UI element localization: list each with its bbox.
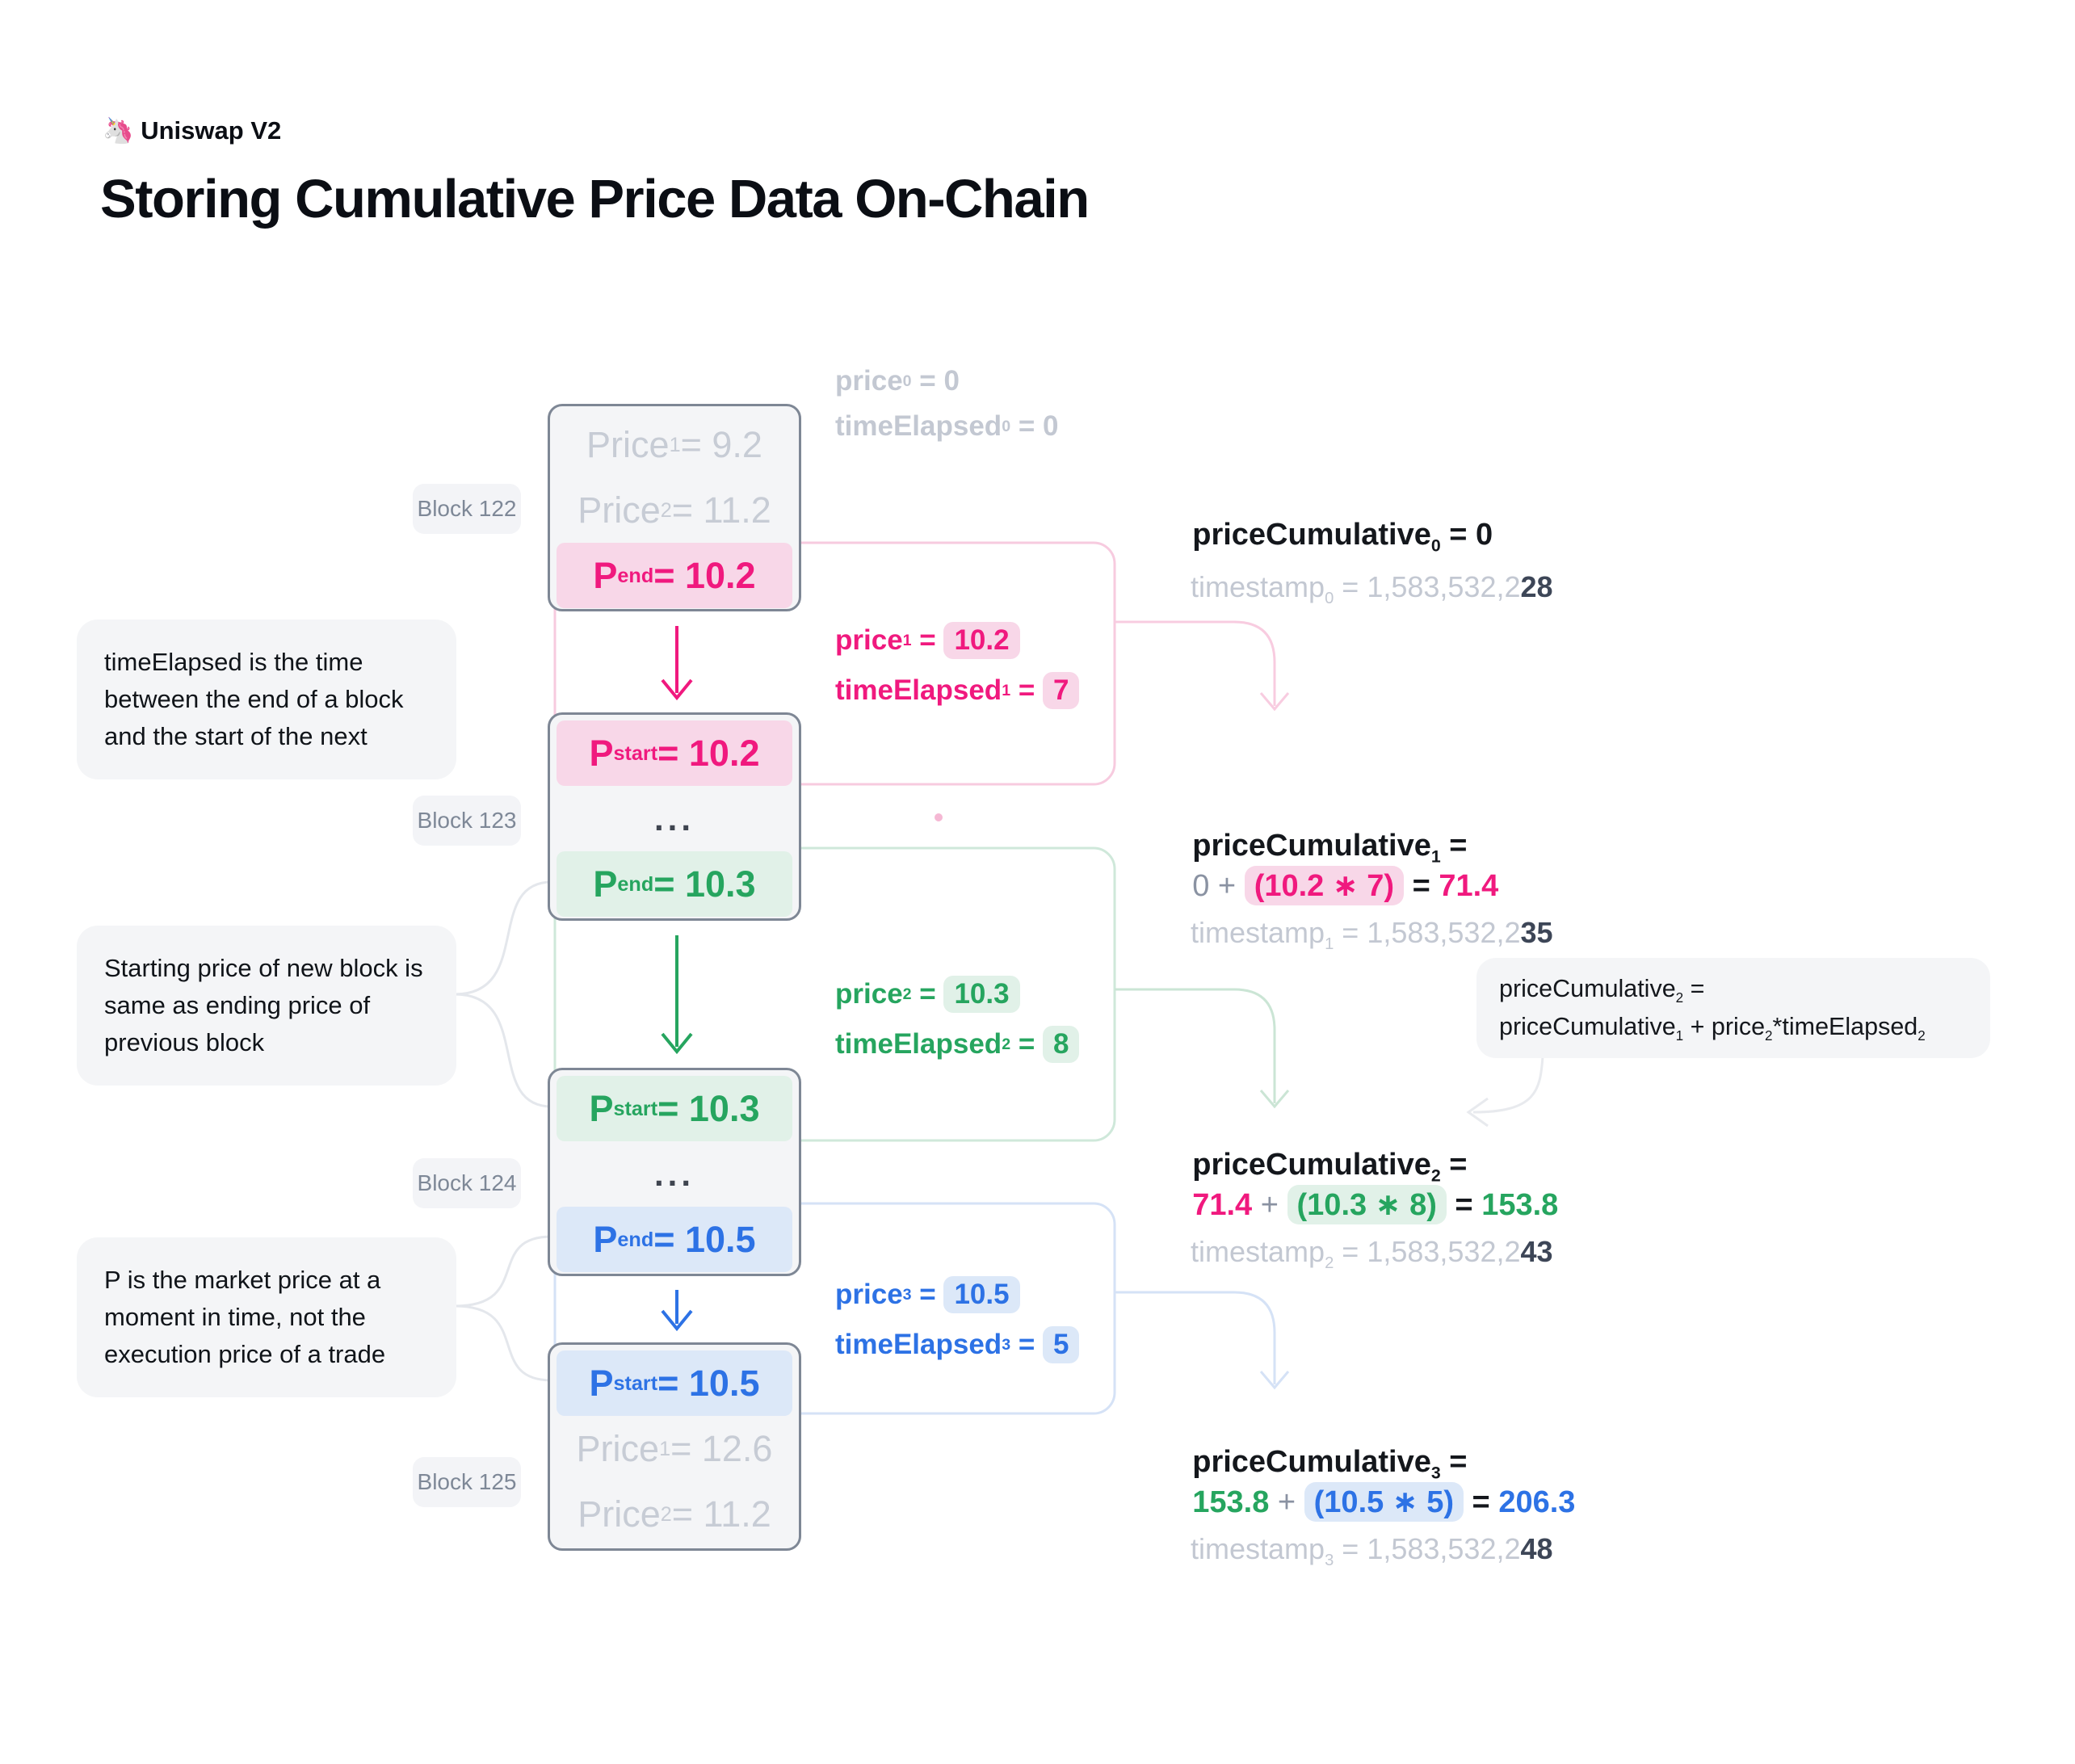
blue-group-bracket xyxy=(553,1202,1116,1415)
timeElapsed1-label: timeElapsed 1 = 7 xyxy=(835,671,1080,710)
priceCumulative3-line: priceCumulative3 = xyxy=(1192,1445,1468,1483)
block-125-label: Block 125 xyxy=(413,1457,521,1507)
blue-curved-arrow-icon xyxy=(1115,1291,1290,1390)
block123-to-124-arrow-icon xyxy=(661,935,693,1055)
formula-note-arrow-icon xyxy=(1466,1056,1544,1128)
block-122-label: Block 122 xyxy=(413,484,521,534)
formula-note-line2: priceCumulative1 + price2*timeElapsed2 xyxy=(1499,1013,1926,1044)
timeElapsed3-label: timeElapsed 3 = 5 xyxy=(835,1325,1080,1364)
brand: 🦄 Uniswap V2 xyxy=(103,116,281,145)
green-group-bracket xyxy=(553,846,1116,1142)
block-124-label: Block 124 xyxy=(413,1158,521,1208)
priceCumulative0-line: priceCumulative0 = 0 xyxy=(1192,518,1493,556)
timeElapsed2-label: timeElapsed 2 = 8 xyxy=(835,1025,1080,1064)
page-title: Storing Cumulative Price Data On-Chain xyxy=(100,169,1090,229)
block-row: Price 1 = 9.2 xyxy=(586,423,762,465)
timestamp3-line: timestamp3 = 1,583,532,248 xyxy=(1191,1532,1553,1570)
block122-to-123-arrow-icon xyxy=(661,626,693,701)
timeElapsed0-label: timeElapsed 0 = 0 xyxy=(835,410,1059,442)
block-row: Price 1 = 12.6 xyxy=(576,1427,773,1469)
block-123-label: Block 123 xyxy=(413,796,521,846)
formula-note-line1: priceCumulative2 = xyxy=(1499,974,1705,1006)
block-row: Price 2 = 11.2 xyxy=(578,1493,771,1535)
note-market-price: P is the market price at a moment in tim… xyxy=(77,1237,456,1397)
block-row-ellipsis: ... xyxy=(653,799,695,838)
pink-curved-arrow-icon xyxy=(1115,620,1290,712)
block124-to-125-arrow-icon xyxy=(661,1290,693,1332)
priceCumulative1-line: priceCumulative1 = xyxy=(1192,829,1468,867)
priceCumulative1-formula: 0 + (10.2 ∗ 7) = 71.4 xyxy=(1158,831,1498,905)
priceCumulative3-formula: 153.8 + (10.5 ∗ 5) = 206.3 xyxy=(1158,1447,1575,1522)
pink-dot-decoration xyxy=(935,813,943,821)
priceCumulative2-formula: 71.4 + (10.3 ∗ 8) = 153.8 xyxy=(1158,1150,1558,1224)
timestamp2-line: timestamp2 = 1,583,532,243 xyxy=(1191,1235,1553,1273)
price0-label: price 0 = 0 xyxy=(835,365,960,397)
timestamp1-line: timestamp1 = 1,583,532,235 xyxy=(1191,916,1553,954)
note2-fork-connector xyxy=(454,880,552,1108)
price2-label: price 2 = 10.3 xyxy=(835,975,1020,1014)
unicorn-logo-icon: 🦄 xyxy=(103,116,134,145)
note3-fork-connector xyxy=(454,1235,552,1382)
block-row-ellipsis: ... xyxy=(653,1154,695,1193)
brand-label: Uniswap V2 xyxy=(141,116,282,145)
price3-label: price 3 = 10.5 xyxy=(835,1275,1020,1314)
note-starting-price: Starting price of new block is same as e… xyxy=(77,926,456,1086)
timestamp0-line: timestamp0 = 1,583,532,228 xyxy=(1191,570,1553,608)
priceCumulative2-line: priceCumulative2 = xyxy=(1192,1148,1468,1186)
note-time-elapsed: timeElapsed is the time between the end … xyxy=(77,620,456,779)
formula-note: priceCumulative2 = priceCumulative1 + pr… xyxy=(1476,958,1990,1058)
block-row: Price 2 = 11.2 xyxy=(578,489,771,531)
price1-label: price 1 = 10.2 xyxy=(835,621,1020,660)
pink-group-bracket xyxy=(553,541,1116,786)
green-curved-arrow-icon xyxy=(1115,988,1290,1109)
